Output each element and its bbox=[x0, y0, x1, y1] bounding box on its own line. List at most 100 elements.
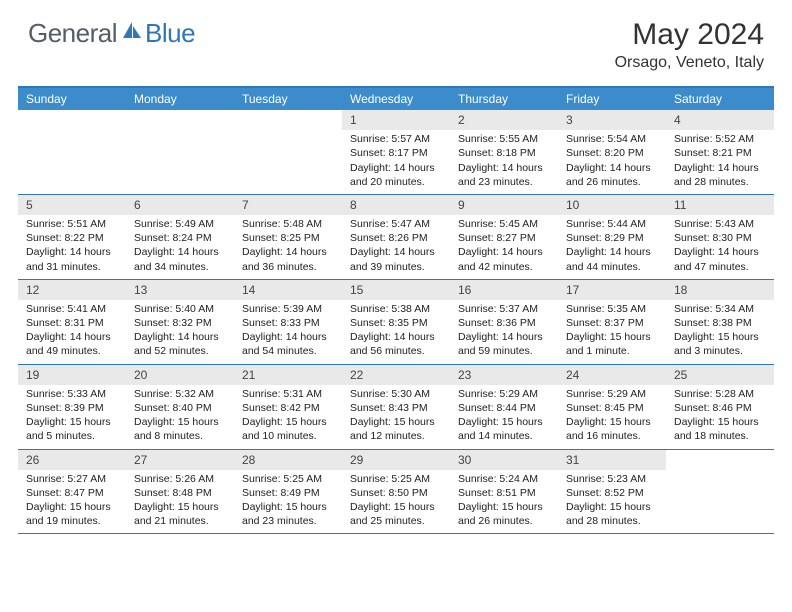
day-of-week-cell: Wednesday bbox=[342, 88, 450, 110]
day-number: 1 bbox=[342, 110, 450, 130]
daylight-line-1: Daylight: 15 hours bbox=[242, 415, 336, 429]
day-number: 18 bbox=[666, 280, 774, 300]
daylight-line-2: and 3 minutes. bbox=[674, 344, 768, 358]
sunrise-line: Sunrise: 5:25 AM bbox=[242, 472, 336, 486]
day-cell: 28 Sunrise: 5:25 AMSunset: 8:49 PMDayligh… bbox=[234, 450, 342, 534]
daylight-line-2: and 59 minutes. bbox=[458, 344, 552, 358]
day-cell bbox=[234, 110, 342, 194]
sunrise-line: Sunrise: 5:27 AM bbox=[26, 472, 120, 486]
daylight-line-2: and 52 minutes. bbox=[134, 344, 228, 358]
day-number: 13 bbox=[126, 280, 234, 300]
day-of-week-cell: Sunday bbox=[18, 88, 126, 110]
day-of-week-row: SundayMondayTuesdayWednesdayThursdayFrid… bbox=[18, 88, 774, 110]
day-number: 6 bbox=[126, 195, 234, 215]
sunrise-line: Sunrise: 5:43 AM bbox=[674, 217, 768, 231]
daylight-line-1: Daylight: 14 hours bbox=[26, 245, 120, 259]
daylight-line-1: Daylight: 15 hours bbox=[566, 415, 660, 429]
day-number: 9 bbox=[450, 195, 558, 215]
sunrise-line: Sunrise: 5:37 AM bbox=[458, 302, 552, 316]
day-cell: 11Sunrise: 5:43 AMSunset: 8:30 PMDayligh… bbox=[666, 195, 774, 279]
daylight-line-1: Daylight: 14 hours bbox=[458, 330, 552, 344]
sunrise-line: Sunrise: 5:29 AM bbox=[566, 387, 660, 401]
sunset-line: Sunset: 8:36 PM bbox=[458, 316, 552, 330]
sunset-line: Sunset: 8:22 PM bbox=[26, 231, 120, 245]
daylight-line-1: Daylight: 15 hours bbox=[350, 415, 444, 429]
daylight-line-1: Daylight: 15 hours bbox=[674, 330, 768, 344]
month-title: May 2024 bbox=[615, 18, 764, 52]
day-of-week-cell: Monday bbox=[126, 88, 234, 110]
day-number: 25 bbox=[666, 365, 774, 385]
location: Orsago, Veneto, Italy bbox=[615, 54, 764, 72]
daylight-line-1: Daylight: 14 hours bbox=[242, 245, 336, 259]
sunrise-line: Sunrise: 5:39 AM bbox=[242, 302, 336, 316]
sunset-line: Sunset: 8:32 PM bbox=[134, 316, 228, 330]
daylight-line-2: and 10 minutes. bbox=[242, 429, 336, 443]
sunset-line: Sunset: 8:18 PM bbox=[458, 146, 552, 160]
daylight-line-2: and 49 minutes. bbox=[26, 344, 120, 358]
sunset-line: Sunset: 8:31 PM bbox=[26, 316, 120, 330]
day-cell bbox=[18, 110, 126, 194]
daylight-line-1: Daylight: 15 hours bbox=[566, 500, 660, 514]
day-number: 7 bbox=[234, 195, 342, 215]
day-number: 21 bbox=[234, 365, 342, 385]
sunset-line: Sunset: 8:48 PM bbox=[134, 486, 228, 500]
calendar: SundayMondayTuesdayWednesdayThursdayFrid… bbox=[18, 86, 774, 534]
day-cell: 10Sunrise: 5:44 AMSunset: 8:29 PMDayligh… bbox=[558, 195, 666, 279]
day-cell: 8Sunrise: 5:47 AMSunset: 8:26 PMDaylight… bbox=[342, 195, 450, 279]
day-cell bbox=[126, 110, 234, 194]
sunrise-line: Sunrise: 5:40 AM bbox=[134, 302, 228, 316]
daylight-line-1: Daylight: 14 hours bbox=[350, 245, 444, 259]
daylight-line-1: Daylight: 15 hours bbox=[134, 415, 228, 429]
sunset-line: Sunset: 8:33 PM bbox=[242, 316, 336, 330]
daylight-line-1: Daylight: 15 hours bbox=[242, 500, 336, 514]
day-cell bbox=[666, 450, 774, 534]
sunrise-line: Sunrise: 5:45 AM bbox=[458, 217, 552, 231]
day-cell: 26Sunrise: 5:27 AMSunset: 8:47 PMDayligh… bbox=[18, 450, 126, 534]
daylight-line-1: Daylight: 14 hours bbox=[134, 330, 228, 344]
daylight-line-2: and 56 minutes. bbox=[350, 344, 444, 358]
logo-text-blue: Blue bbox=[145, 18, 195, 49]
week-row: 12Sunrise: 5:41 AMSunset: 8:31 PMDayligh… bbox=[18, 280, 774, 365]
day-cell: 16Sunrise: 5:37 AMSunset: 8:36 PMDayligh… bbox=[450, 280, 558, 364]
day-number: 30 bbox=[450, 450, 558, 470]
daylight-line-1: Daylight: 14 hours bbox=[134, 245, 228, 259]
day-number: 28 bbox=[234, 450, 342, 470]
day-number: 23 bbox=[450, 365, 558, 385]
day-cell: 12Sunrise: 5:41 AMSunset: 8:31 PMDayligh… bbox=[18, 280, 126, 364]
day-cell: 23Sunrise: 5:29 AMSunset: 8:44 PMDayligh… bbox=[450, 365, 558, 449]
daylight-line-1: Daylight: 14 hours bbox=[350, 161, 444, 175]
daylight-line-1: Daylight: 15 hours bbox=[26, 415, 120, 429]
sunset-line: Sunset: 8:44 PM bbox=[458, 401, 552, 415]
day-number: 12 bbox=[18, 280, 126, 300]
day-of-week-cell: Thursday bbox=[450, 88, 558, 110]
sunrise-line: Sunrise: 5:25 AM bbox=[350, 472, 444, 486]
sunset-line: Sunset: 8:24 PM bbox=[134, 231, 228, 245]
day-number: 27 bbox=[126, 450, 234, 470]
daylight-line-1: Daylight: 14 hours bbox=[26, 330, 120, 344]
sunset-line: Sunset: 8:38 PM bbox=[674, 316, 768, 330]
sunrise-line: Sunrise: 5:57 AM bbox=[350, 132, 444, 146]
sunset-line: Sunset: 8:35 PM bbox=[350, 316, 444, 330]
daylight-line-2: and 23 minutes. bbox=[458, 175, 552, 189]
sunrise-line: Sunrise: 5:44 AM bbox=[566, 217, 660, 231]
sunset-line: Sunset: 8:51 PM bbox=[458, 486, 552, 500]
header: General Blue May 2024 Orsago, Veneto, It… bbox=[0, 0, 792, 82]
day-number: 2 bbox=[450, 110, 558, 130]
day-number: 15 bbox=[342, 280, 450, 300]
daylight-line-1: Daylight: 15 hours bbox=[566, 330, 660, 344]
sunrise-line: Sunrise: 5:33 AM bbox=[26, 387, 120, 401]
sunset-line: Sunset: 8:49 PM bbox=[242, 486, 336, 500]
sunrise-line: Sunrise: 5:38 AM bbox=[350, 302, 444, 316]
day-cell: 21Sunrise: 5:31 AMSunset: 8:42 PMDayligh… bbox=[234, 365, 342, 449]
day-number: 20 bbox=[126, 365, 234, 385]
day-cell: 31Sunrise: 5:23 AMSunset: 8:52 PMDayligh… bbox=[558, 450, 666, 534]
daylight-line-2: and 47 minutes. bbox=[674, 260, 768, 274]
day-cell: 22Sunrise: 5:30 AMSunset: 8:43 PMDayligh… bbox=[342, 365, 450, 449]
day-number: 31 bbox=[558, 450, 666, 470]
daylight-line-1: Daylight: 14 hours bbox=[674, 245, 768, 259]
sunset-line: Sunset: 8:45 PM bbox=[566, 401, 660, 415]
daylight-line-2: and 23 minutes. bbox=[242, 514, 336, 528]
day-cell: 27Sunrise: 5:26 AMSunset: 8:48 PMDayligh… bbox=[126, 450, 234, 534]
title-block: May 2024 Orsago, Veneto, Italy bbox=[615, 18, 764, 72]
day-cell: 4Sunrise: 5:52 AMSunset: 8:21 PMDaylight… bbox=[666, 110, 774, 194]
